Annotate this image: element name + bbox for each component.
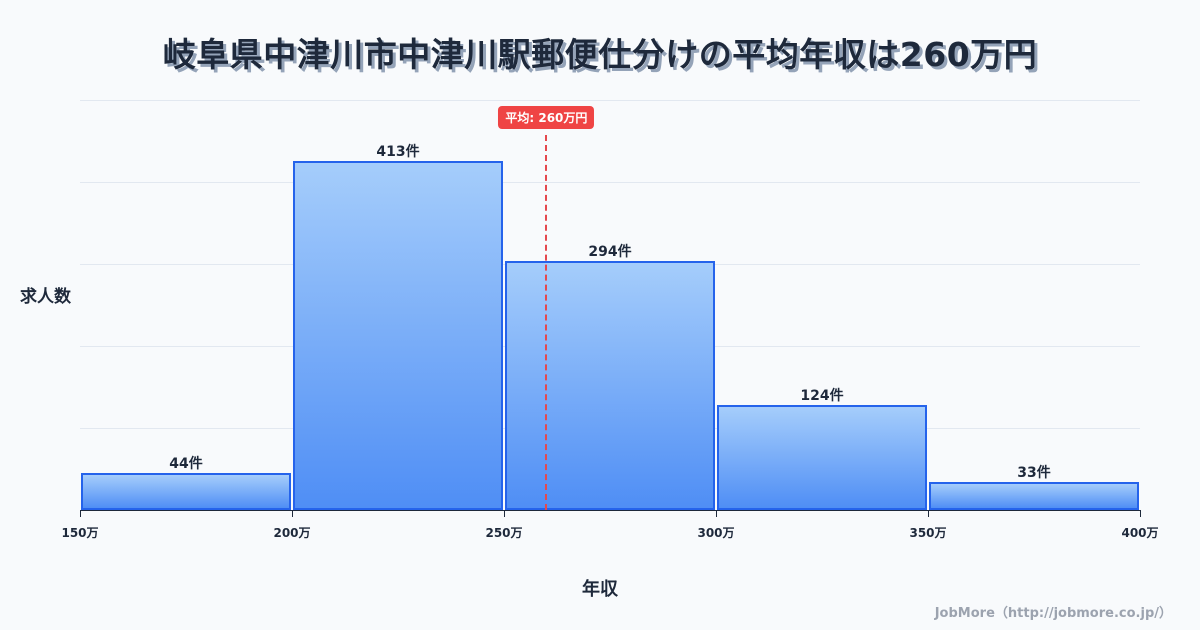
x-tick-label: 200万 xyxy=(273,526,311,540)
plot-area: 44件 413件 294件 124件 33件 平均: 260万円 xyxy=(80,100,1140,510)
mean-line xyxy=(545,135,548,510)
histogram-bar: 44件 xyxy=(81,456,291,510)
x-tick-mark xyxy=(716,510,717,517)
x-tick-mark xyxy=(504,510,505,517)
bar-value-label: 44件 xyxy=(169,455,203,472)
x-axis-line xyxy=(80,510,1140,511)
credit-text: JobMore（http://jobmore.co.jp/） xyxy=(934,606,1172,621)
x-tick-label: 300万 xyxy=(697,526,735,540)
bar-value-label: 33件 xyxy=(1017,465,1051,482)
x-tick-mark xyxy=(80,510,81,517)
bar-value-label: 124件 xyxy=(800,388,844,405)
mean-badge: 平均: 260万円 xyxy=(498,106,595,129)
x-tick-mark xyxy=(928,510,929,517)
bar-value-label: 294件 xyxy=(588,244,632,261)
x-tick-label: 150万 xyxy=(61,526,99,540)
y-axis-label: 求人数 xyxy=(20,287,71,307)
x-tick-mark xyxy=(1140,510,1141,517)
x-tick-label: 400万 xyxy=(1121,526,1159,540)
histogram-bar: 33件 xyxy=(929,465,1139,510)
histogram-bar: 413件 xyxy=(293,144,503,510)
x-tick-label: 350万 xyxy=(909,526,947,540)
histogram-bar: 294件 xyxy=(505,244,715,510)
x-axis-label: 年収 xyxy=(582,579,618,600)
x-tick-mark xyxy=(292,510,293,517)
gridline xyxy=(80,100,1140,101)
gridline xyxy=(80,182,1140,183)
histogram-bar: 124件 xyxy=(717,388,927,510)
x-tick-label: 250万 xyxy=(485,526,523,540)
bar-value-label: 413件 xyxy=(376,143,420,160)
chart-title: 岐阜県中津川市中津川駅郵便仕分けの平均年収は260万円 xyxy=(162,35,1038,74)
